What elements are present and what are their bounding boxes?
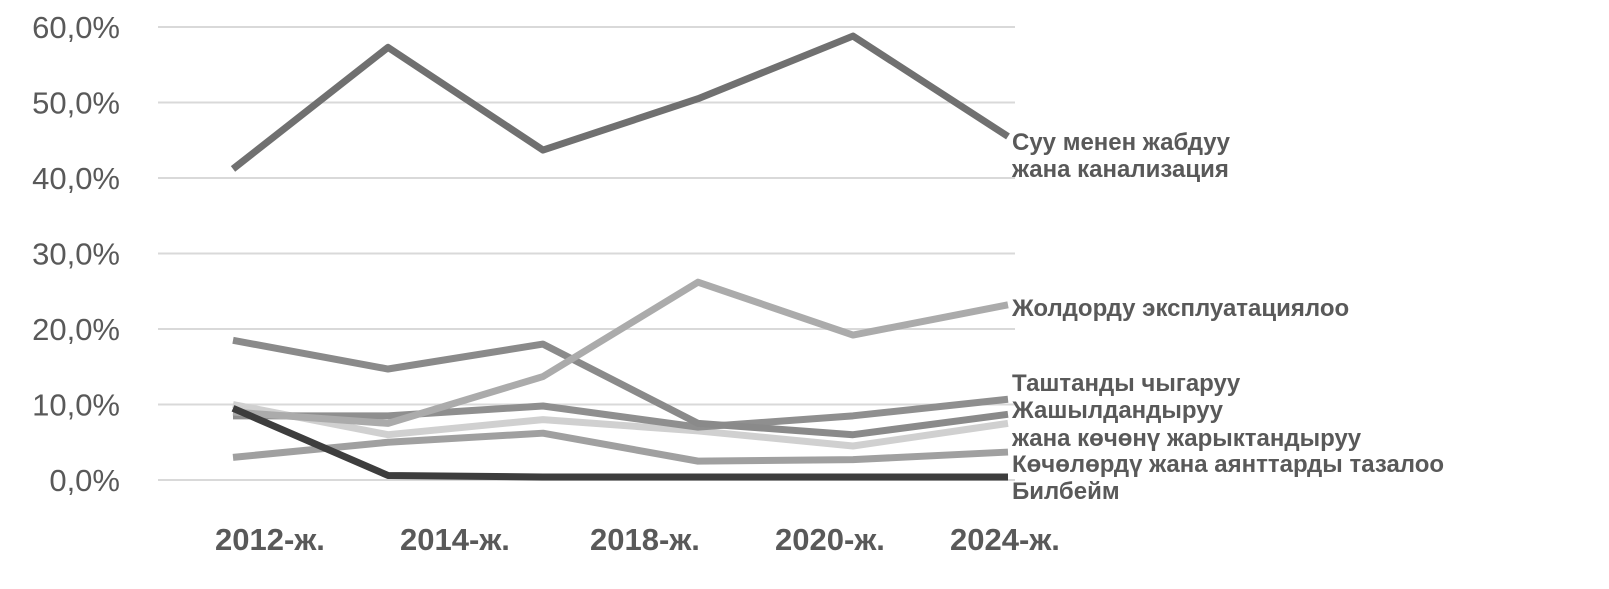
x-tick-label: 2014-ж. [400,522,510,557]
series-label: Жолдорду эксплуатациялоо [1011,295,1349,322]
y-tick-label: 40,0% [32,161,120,196]
series-line-6 [230,32,1010,172]
y-tick-label: 30,0% [32,237,120,272]
y-tick-label: 10,0% [32,388,120,423]
x-tick-label: 2020-ж. [775,522,885,557]
series-label: Суу менен жабдуу [1012,129,1231,156]
y-tick-label: 60,0% [32,10,120,45]
series-line-1 [232,401,1009,450]
y-axis-ticks: 0,0% 10,0% 20,0% 30,0% 40,0% 50,0% 60,0% [32,10,120,498]
series-label: жана көчөнү жарыктандыруу [1011,425,1362,452]
series-lines [230,32,1010,481]
gridlines [158,26,1015,481]
series-line-7 [231,405,1008,481]
series-line-3 [233,395,1009,431]
x-axis-ticks: 2012-ж. 2014-ж. 2018-ж. 2020-ж. 2024-ж. [215,522,1060,557]
series-line-4 [232,336,1009,439]
y-tick-label: 20,0% [32,312,120,347]
series-label: Билбейм [1012,478,1120,505]
y-tick-label: 50,0% [32,86,120,121]
x-tick-label: 2018-ж. [590,522,700,557]
x-tick-label: 2024-ж. [950,522,1060,557]
series-label: жана канализация [1011,156,1229,183]
y-tick-label: 0,0% [49,463,120,498]
series-label: Жашылдандыруу [1011,397,1224,424]
series-line-2 [232,429,1009,465]
series-line-5 [232,278,1009,427]
series-label: Таштанды чыгаруу [1012,370,1241,397]
x-tick-label: 2012-ж. [215,522,325,557]
series-label: Көчөлөрдү жана аянттарды тазалоо [1012,451,1444,478]
